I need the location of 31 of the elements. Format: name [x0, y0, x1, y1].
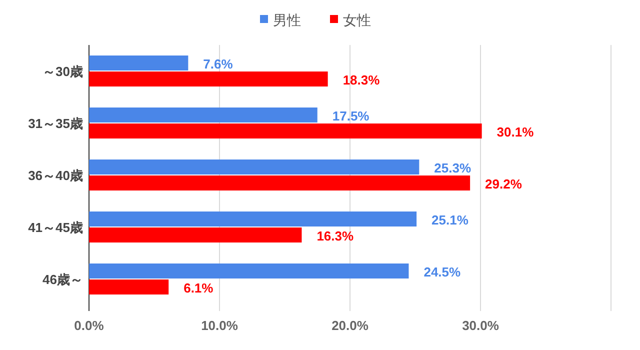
x-tick-label: 10.0% — [201, 318, 238, 333]
x-tick-label: 20.0% — [332, 318, 369, 333]
y-tick-label: 41～45歳 — [28, 220, 83, 235]
bar — [89, 160, 420, 174]
data-label: 24.5% — [424, 264, 462, 280]
bar — [89, 212, 417, 226]
bar — [89, 264, 409, 278]
data-label: 25.3% — [434, 160, 472, 176]
x-tick-label: 0.0% — [74, 318, 104, 333]
data-label: 7.6% — [203, 56, 234, 72]
data-label: 16.3% — [316, 228, 354, 244]
bar — [89, 124, 482, 138]
data-label: 18.3% — [342, 72, 380, 88]
y-tick-label: 36～40歳 — [28, 168, 83, 183]
y-tick-label: 31～35歳 — [28, 116, 83, 131]
legend-label: 女性 — [343, 12, 371, 28]
bar — [89, 72, 328, 86]
legend-label: 男性 — [273, 12, 301, 28]
y-tick-label: ～30歳 — [42, 64, 83, 79]
bar — [89, 176, 470, 190]
bar — [89, 280, 169, 294]
x-tick-label: 30.0% — [462, 318, 500, 333]
data-label: 6.1% — [184, 280, 214, 296]
data-label: 17.5% — [332, 108, 370, 124]
data-label: 29.2% — [485, 176, 522, 192]
y-tick-label: 46歳～ — [42, 272, 83, 287]
data-label: 30.1% — [496, 124, 534, 140]
bar — [89, 228, 302, 242]
bar — [89, 108, 318, 122]
bar — [89, 56, 188, 70]
data-label: 25.1% — [432, 212, 469, 228]
